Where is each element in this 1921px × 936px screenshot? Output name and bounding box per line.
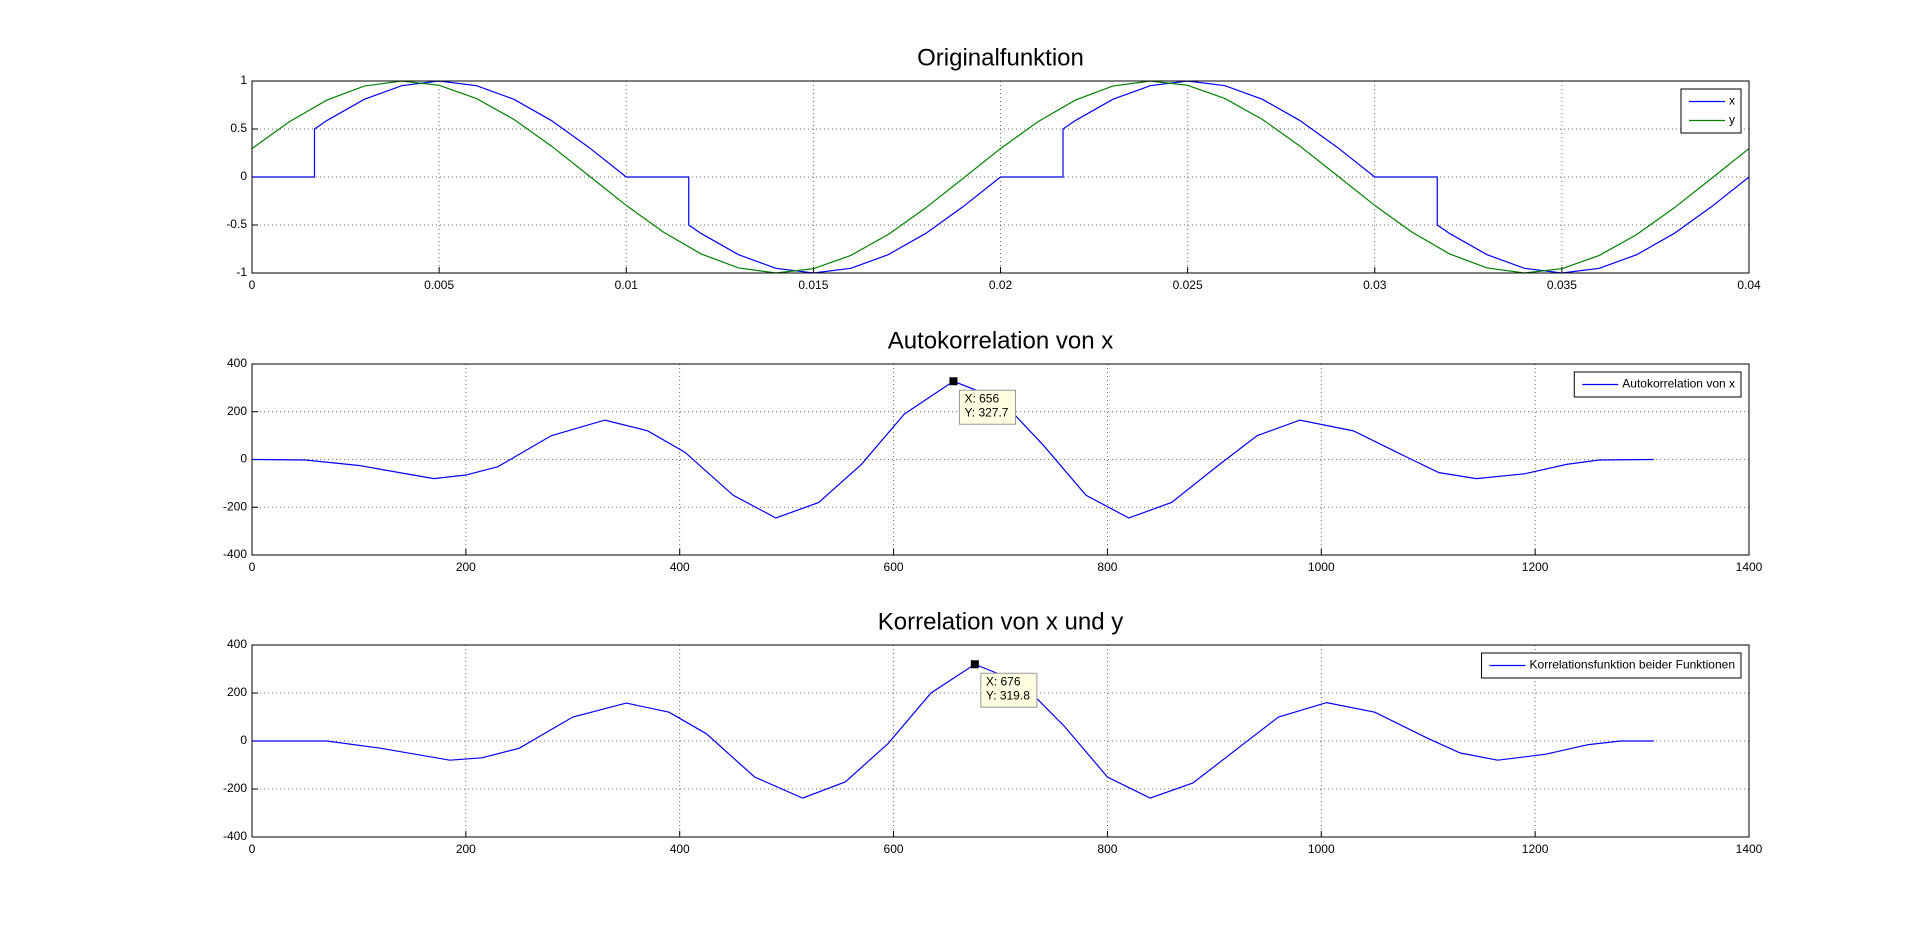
axes-frame (251, 80, 1750, 274)
x-tick-label: 0 (249, 560, 256, 574)
datatip-label: X: 676 (986, 674, 1021, 688)
y-tick-label: 200 (227, 685, 247, 699)
legend-label: x (1729, 94, 1735, 108)
y-tick-label: 0 (240, 169, 247, 183)
legend-label: y (1729, 113, 1735, 127)
legend-label: Korrelationsfunktion beider Funktionen (1530, 658, 1735, 672)
datatip-box (958, 389, 1016, 425)
axes-frame (251, 644, 1750, 838)
y-tick-label: -0.5 (226, 217, 247, 231)
y-tick-label: -200 (223, 781, 247, 795)
x-tick-label: 1400 (1736, 842, 1763, 856)
y-tick-label: -400 (223, 829, 247, 843)
x-tick-label: 800 (1097, 842, 1117, 856)
x-tick-label: 0.015 (798, 278, 828, 292)
x-tick-label: 0.035 (1547, 278, 1577, 292)
legend: xy (1680, 88, 1742, 134)
data-line (251, 80, 1750, 274)
x-tick-label: 200 (456, 842, 476, 856)
x-tick-label: 600 (884, 560, 904, 574)
datatip-label: Y: 327.7 (964, 405, 1008, 419)
legend: Autokorrelation von x (1573, 371, 1742, 398)
legend: Korrelationsfunktion beider Funktionen (1481, 652, 1742, 679)
datatip-marker (949, 377, 958, 386)
y-tick-label: 1 (240, 73, 247, 87)
x-tick-label: 0.005 (424, 278, 454, 292)
x-tick-label: 800 (1097, 560, 1117, 574)
x-tick-label: 1400 (1736, 560, 1763, 574)
datatip-label: X: 656 (964, 391, 999, 405)
x-tick-label: 400 (670, 560, 690, 574)
legend-box (1680, 88, 1742, 134)
chart-title: Originalfunktion (917, 44, 1084, 71)
y-tick-label: -1 (236, 265, 247, 279)
y-tick-label: 400 (227, 356, 247, 370)
y-tick-label: -200 (223, 499, 247, 513)
x-tick-label: 0.025 (1173, 278, 1203, 292)
y-tick-label: 400 (227, 637, 247, 651)
y-tick-label: 0 (240, 452, 247, 466)
axes-frame (251, 363, 1750, 556)
x-tick-label: 1200 (1522, 560, 1549, 574)
y-tick-label: -400 (223, 547, 247, 561)
x-tick-label: 0.02 (989, 278, 1013, 292)
x-tick-label: 0.03 (1363, 278, 1387, 292)
datatip-label: Y: 319.8 (986, 688, 1030, 702)
data-line (252, 80, 1750, 274)
x-tick-label: 600 (884, 842, 904, 856)
x-tick-label: 1200 (1522, 842, 1549, 856)
datatip-marker (970, 660, 979, 669)
datatip-box (980, 672, 1038, 708)
chart-title: Autokorrelation von x (888, 327, 1113, 354)
x-tick-label: 1000 (1308, 842, 1335, 856)
x-tick-label: 0 (249, 842, 256, 856)
y-tick-label: 0 (240, 733, 247, 747)
y-tick-label: 0.5 (230, 121, 247, 135)
y-tick-label: 200 (227, 404, 247, 418)
x-tick-label: 0.01 (615, 278, 639, 292)
x-tick-label: 0.04 (1737, 278, 1761, 292)
x-tick-label: 1000 (1308, 560, 1335, 574)
chart-title: Korrelation von x und y (878, 608, 1123, 635)
x-tick-label: 200 (456, 560, 476, 574)
x-tick-label: 400 (670, 842, 690, 856)
legend-label: Autokorrelation von x (1622, 377, 1735, 391)
x-tick-label: 0 (249, 278, 256, 292)
